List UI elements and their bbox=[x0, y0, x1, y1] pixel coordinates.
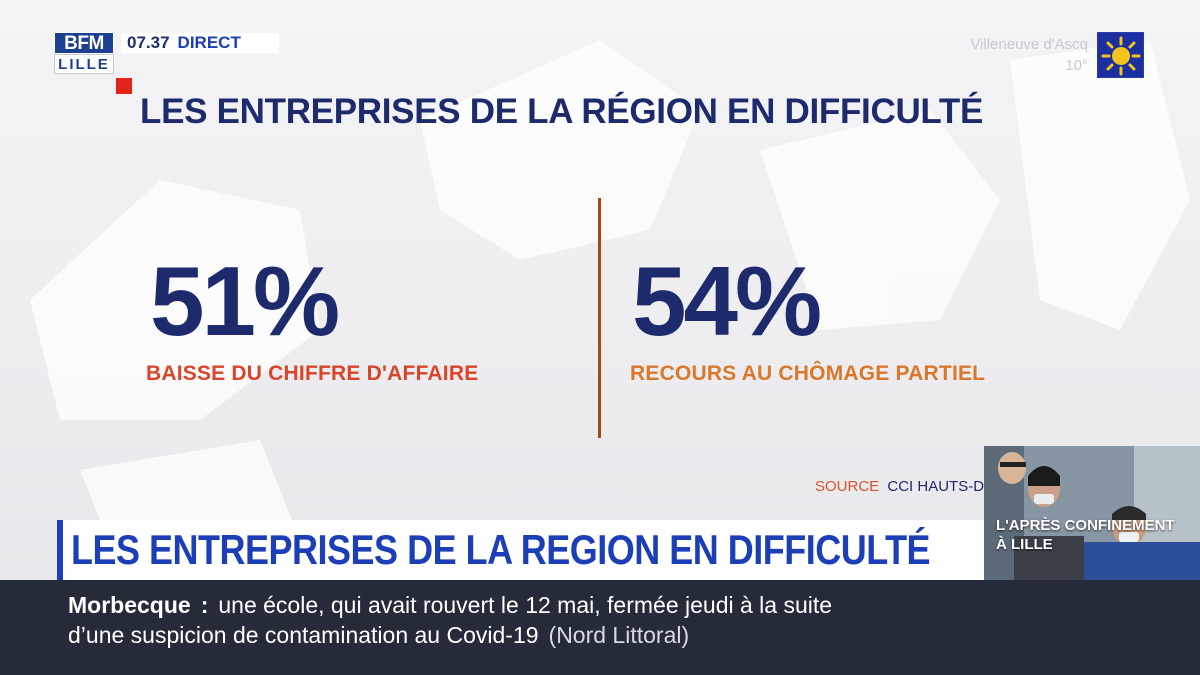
ticker-separator: : bbox=[200, 592, 209, 618]
thumbnail-photo bbox=[984, 446, 1200, 580]
red-accent-square bbox=[116, 78, 132, 94]
stat-value-revenue: 51% bbox=[150, 246, 340, 356]
channel-logo: BFM LILLE bbox=[54, 32, 116, 74]
ticker-text-1: une école, qui avait rouvert le 12 mai, … bbox=[218, 592, 833, 618]
ticker-text-2: d’une suspicion de contamination au Covi… bbox=[68, 622, 539, 648]
source-credit: SOURCE CCI HAUTS-D bbox=[815, 478, 984, 495]
source-label: SOURCE bbox=[815, 478, 880, 495]
ticker-place: Morbecque bbox=[68, 592, 191, 618]
banner-accent-bar bbox=[57, 520, 63, 580]
thumbnail-caption: L'APRÈS CONFINEMENT À LILLE bbox=[996, 517, 1175, 553]
weather-widget: Villeneuve d'Ascq 10° bbox=[970, 36, 1088, 74]
ticker-region: (Nord Littoral) bbox=[548, 622, 690, 648]
weather-temperature: 10° bbox=[1065, 57, 1088, 74]
ticker-line-2: d’une suspicion de contamination au Covi… bbox=[68, 622, 689, 649]
weather-city: Villeneuve d'Ascq bbox=[970, 36, 1088, 53]
sun-icon bbox=[1097, 32, 1144, 78]
news-ticker: Morbecque: une école, qui avait rouvert l… bbox=[0, 580, 1200, 675]
stats-divider bbox=[598, 198, 601, 438]
clock-time: 07.37 bbox=[127, 33, 170, 52]
stat-value-unemployment: 54% bbox=[632, 246, 822, 356]
source-value: CCI HAUTS-D bbox=[887, 478, 985, 495]
lower-third-title: LES ENTREPRISES DE LA REGION EN DIFFICUL… bbox=[71, 525, 931, 573]
stat-label-unemployment: RECOURS AU CHÔMAGE PARTIEL bbox=[630, 362, 986, 385]
next-story-thumbnail[interactable]: L'APRÈS CONFINEMENT À LILLE bbox=[984, 446, 1200, 580]
logo-city-text: LILLE bbox=[54, 54, 114, 74]
time-live-bar: 07.37 DIRECT bbox=[121, 33, 279, 53]
graphic-headline: LES ENTREPRISES DE LA RÉGION EN DIFFICUL… bbox=[140, 92, 984, 131]
ticker-line-1: Morbecque: une école, qui avait rouvert l… bbox=[68, 592, 832, 619]
live-label: DIRECT bbox=[177, 33, 241, 52]
lower-third-banner: LES ENTREPRISES DE LA REGION EN DIFFICUL… bbox=[57, 520, 984, 580]
logo-bfm-text: BFM bbox=[54, 32, 114, 54]
stat-label-revenue: BAISSE DU CHIFFRE D'AFFAIRE bbox=[146, 362, 479, 385]
